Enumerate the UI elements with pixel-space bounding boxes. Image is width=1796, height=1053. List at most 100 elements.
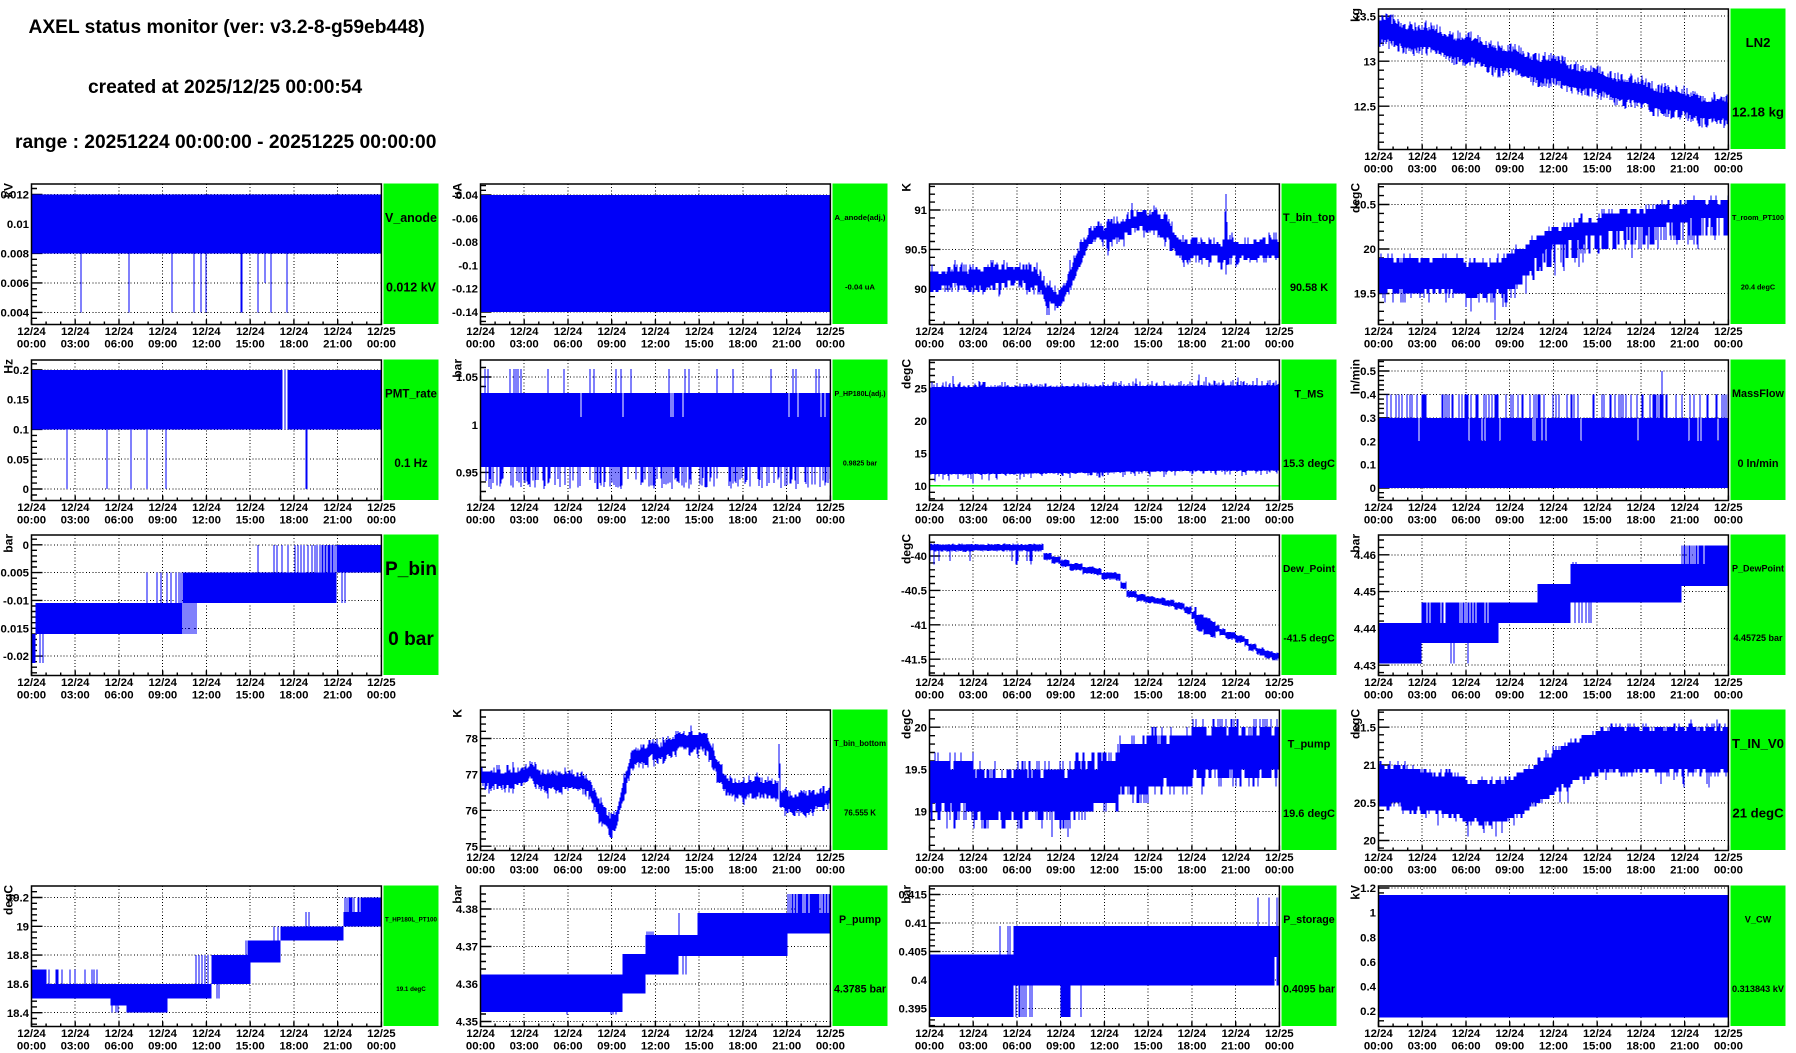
svg-text:03:00: 03:00	[1408, 865, 1437, 877]
svg-text:21:00: 21:00	[1221, 339, 1250, 351]
svg-text:00:00: 00:00	[1265, 515, 1294, 527]
svg-text:0.3: 0.3	[1360, 413, 1376, 425]
svg-text:06:00: 06:00	[104, 1041, 133, 1053]
svg-text:4.43: 4.43	[1354, 660, 1376, 672]
svg-text:15:00: 15:00	[1583, 515, 1612, 527]
svg-text:12/24: 12/24	[1583, 852, 1612, 864]
svg-text:4.38: 4.38	[456, 904, 478, 916]
svg-text:03:00: 03:00	[959, 865, 988, 877]
svg-text:12/24: 12/24	[1090, 326, 1119, 338]
svg-text:12/25: 12/25	[816, 852, 845, 864]
svg-text:0.4: 0.4	[911, 975, 927, 987]
svg-text:kV: kV	[2, 183, 16, 198]
svg-text:21:00: 21:00	[323, 690, 352, 702]
svg-text:06:00: 06:00	[553, 1041, 582, 1053]
svg-text:00:00: 00:00	[1364, 164, 1393, 176]
svg-text:12/24: 12/24	[323, 677, 352, 689]
svg-text:bar: bar	[1349, 534, 1363, 553]
svg-text:T_HP180L_PT100: T_HP180L_PT100	[385, 917, 438, 924]
svg-text:03:00: 03:00	[959, 1041, 988, 1053]
svg-text:90.58 K: 90.58 K	[1290, 282, 1328, 294]
svg-text:0: 0	[23, 540, 29, 552]
svg-text:12/24: 12/24	[1364, 151, 1393, 163]
svg-text:12/24: 12/24	[1583, 677, 1612, 689]
svg-text:09:00: 09:00	[597, 515, 626, 527]
svg-text:12/24: 12/24	[959, 1028, 988, 1040]
svg-text:-0.1: -0.1	[458, 260, 478, 272]
svg-text:0.405: 0.405	[898, 947, 927, 959]
svg-text:21:00: 21:00	[1670, 515, 1699, 527]
svg-text:12/24: 12/24	[1495, 151, 1524, 163]
svg-text:15:00: 15:00	[1583, 339, 1612, 351]
svg-text:19.6 degC: 19.6 degC	[1283, 808, 1335, 820]
svg-text:4.35: 4.35	[456, 1017, 479, 1029]
svg-text:03:00: 03:00	[510, 339, 539, 351]
svg-text:12:00: 12:00	[641, 515, 670, 527]
svg-text:12/24: 12/24	[61, 326, 90, 338]
svg-text:12/24: 12/24	[772, 502, 801, 514]
svg-text:18.6: 18.6	[7, 979, 29, 991]
svg-text:PMT_rate: PMT_rate	[385, 389, 438, 401]
svg-text:LN2: LN2	[1746, 35, 1771, 50]
svg-text:12:00: 12:00	[1090, 865, 1119, 877]
svg-text:18:00: 18:00	[1177, 690, 1206, 702]
svg-text:12/24: 12/24	[1134, 1028, 1163, 1040]
svg-text:12/24: 12/24	[1046, 502, 1075, 514]
svg-text:12/24: 12/24	[510, 502, 539, 514]
svg-text:09:00: 09:00	[1046, 515, 1075, 527]
svg-text:06:00: 06:00	[553, 865, 582, 877]
svg-text:12/24: 12/24	[1221, 502, 1250, 514]
svg-text:4.3785 bar: 4.3785 bar	[834, 984, 886, 996]
svg-text:15.3 degC: 15.3 degC	[1283, 458, 1335, 470]
svg-text:15: 15	[914, 449, 927, 461]
svg-text:12/24: 12/24	[466, 1028, 495, 1040]
svg-text:12/24: 12/24	[466, 502, 495, 514]
svg-text:12/24: 12/24	[280, 326, 309, 338]
svg-text:00:00: 00:00	[17, 1041, 46, 1053]
svg-text:4.45: 4.45	[1354, 587, 1377, 599]
svg-text:20.5: 20.5	[1354, 200, 1377, 212]
svg-text:03:00: 03:00	[510, 515, 539, 527]
svg-text:degC: degC	[900, 534, 914, 564]
svg-text:00:00: 00:00	[1265, 339, 1294, 351]
svg-text:20.4 degC: 20.4 degC	[1741, 283, 1776, 292]
svg-text:21:00: 21:00	[1221, 1041, 1250, 1053]
svg-text:03:00: 03:00	[959, 515, 988, 527]
svg-text:0.5: 0.5	[1360, 366, 1376, 378]
svg-text:12/24: 12/24	[915, 326, 944, 338]
svg-text:18:00: 18:00	[728, 339, 757, 351]
svg-text:12/24: 12/24	[554, 502, 583, 514]
svg-text:12/24: 12/24	[1364, 502, 1393, 514]
svg-text:90.5: 90.5	[905, 245, 928, 257]
svg-text:15:00: 15:00	[1134, 339, 1163, 351]
svg-text:15:00: 15:00	[1134, 690, 1163, 702]
svg-text:12/24: 12/24	[466, 326, 495, 338]
svg-text:12/24: 12/24	[61, 502, 90, 514]
svg-text:12/24: 12/24	[105, 1028, 134, 1040]
svg-text:09:00: 09:00	[597, 1041, 626, 1053]
svg-text:12:00: 12:00	[1539, 865, 1568, 877]
svg-text:15:00: 15:00	[1134, 515, 1163, 527]
svg-text:00:00: 00:00	[466, 339, 495, 351]
svg-text:12:00: 12:00	[1090, 690, 1119, 702]
svg-text:06:00: 06:00	[104, 339, 133, 351]
svg-text:12/24: 12/24	[1178, 326, 1207, 338]
svg-text:09:00: 09:00	[1046, 690, 1075, 702]
svg-text:18:00: 18:00	[1626, 865, 1655, 877]
svg-text:-41.5: -41.5	[901, 654, 928, 666]
svg-text:12.18 kg: 12.18 kg	[1732, 105, 1784, 120]
svg-text:15:00: 15:00	[236, 515, 265, 527]
svg-text:21: 21	[1363, 760, 1376, 772]
svg-text:12/24: 12/24	[1539, 502, 1568, 514]
svg-text:12/24: 12/24	[1134, 326, 1163, 338]
svg-text:12/24: 12/24	[1408, 151, 1437, 163]
svg-text:0.4095 bar: 0.4095 bar	[1283, 984, 1335, 996]
svg-text:03:00: 03:00	[61, 515, 90, 527]
svg-text:12:00: 12:00	[1539, 164, 1568, 176]
svg-text:0.4: 0.4	[1360, 390, 1376, 402]
svg-text:12/24: 12/24	[915, 1028, 944, 1040]
svg-text:00:00: 00:00	[367, 690, 396, 702]
svg-text:0.9825 bar: 0.9825 bar	[843, 460, 878, 467]
svg-text:12/24: 12/24	[729, 502, 758, 514]
svg-text:V_anode: V_anode	[385, 211, 437, 225]
